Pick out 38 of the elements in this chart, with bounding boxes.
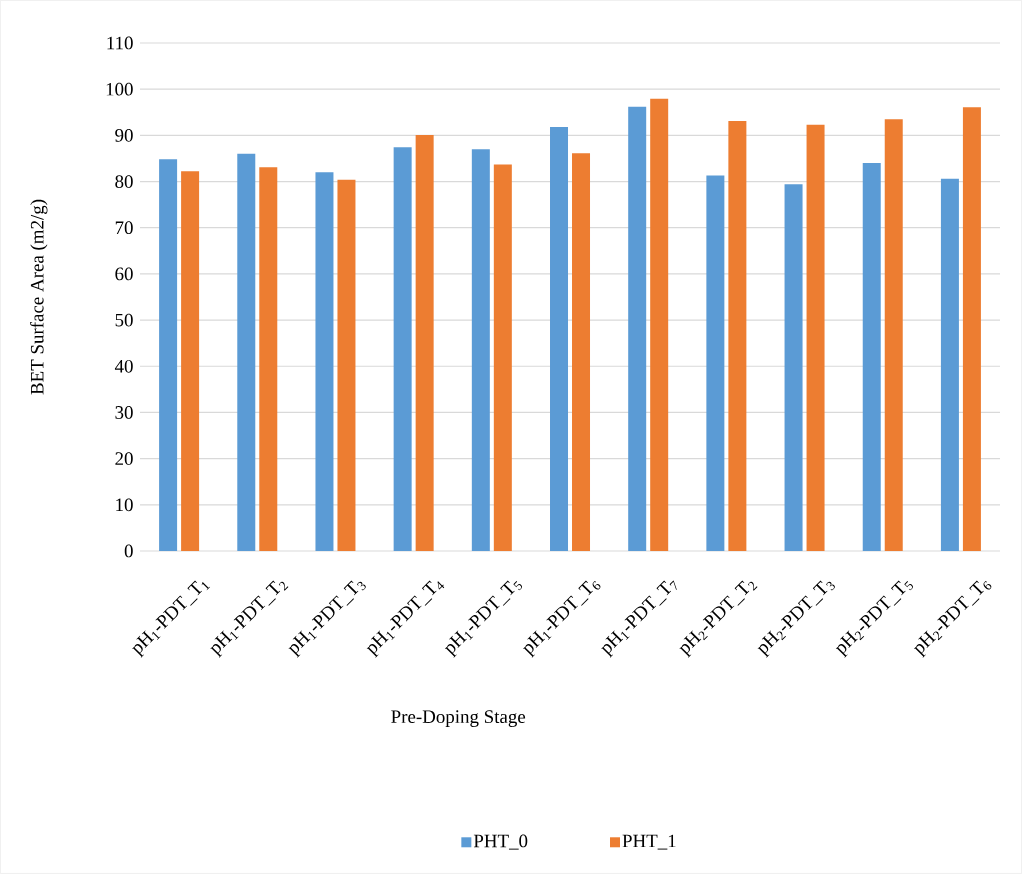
y-tick-label: 80 xyxy=(115,175,133,188)
bar xyxy=(471,149,490,551)
bar xyxy=(884,119,903,551)
bar xyxy=(393,147,412,551)
bar xyxy=(806,124,825,551)
bar xyxy=(315,172,334,551)
y-tick-label: 30 xyxy=(115,406,133,419)
y-tick-label: 10 xyxy=(116,498,133,512)
legend-label: PHT_1 xyxy=(622,834,676,850)
bar xyxy=(940,178,959,551)
y-tick-label: 50 xyxy=(115,313,133,327)
y-tick-label: 0 xyxy=(124,544,133,558)
y-tick-label: 40 xyxy=(114,359,133,373)
bar xyxy=(550,127,569,551)
bar xyxy=(493,164,512,551)
bar xyxy=(650,98,669,551)
bar xyxy=(628,106,647,551)
bar xyxy=(962,107,981,551)
y-tick-label: 60 xyxy=(115,267,133,281)
bar xyxy=(706,175,725,551)
y-axis-title: BET Surface Area (m2/g) xyxy=(30,199,48,395)
bar xyxy=(728,121,747,551)
bar xyxy=(181,171,200,551)
bar xyxy=(159,159,178,551)
bar xyxy=(259,167,278,551)
y-tick-label: 90 xyxy=(115,128,133,142)
y-tick-label: 70 xyxy=(115,221,133,235)
bar xyxy=(784,184,803,551)
y-tick-label: 100 xyxy=(106,82,133,96)
bar xyxy=(237,153,256,551)
y-tick-label: 110 xyxy=(107,36,133,50)
y-tick-label: 20 xyxy=(115,452,133,466)
bar xyxy=(337,179,356,551)
x-axis-title: Pre-Doping Stage xyxy=(391,710,526,727)
bar xyxy=(862,163,881,551)
bar xyxy=(415,134,434,551)
bar xyxy=(572,153,591,551)
legend-label: PHT_0 xyxy=(473,834,528,850)
